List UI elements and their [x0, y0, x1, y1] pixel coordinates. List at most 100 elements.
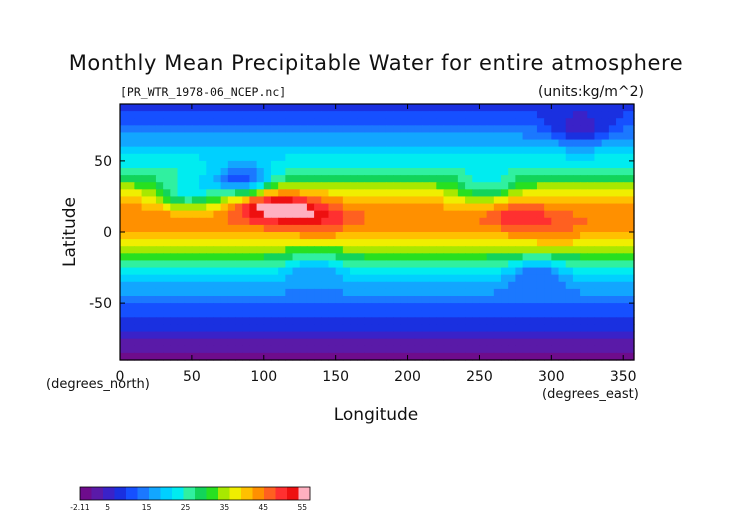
heatmap-cell: [256, 352, 265, 361]
heatmap-cell: [594, 210, 603, 219]
heatmap-cell: [270, 274, 279, 283]
heatmap-cell: [393, 310, 401, 318]
heatmap-cell: [357, 118, 366, 126]
heatmap-cell: [450, 224, 459, 233]
heatmap-cell: [558, 175, 567, 183]
heatmap-cell: [306, 303, 315, 311]
heatmap-cell: [580, 296, 588, 304]
heatmap-cell: [163, 189, 171, 198]
heatmap-cell: [601, 182, 610, 190]
heatmap-cell: [457, 267, 466, 276]
heatmap-cell: [608, 246, 617, 254]
heatmap-cell: [385, 260, 394, 269]
heatmap-cell: [342, 253, 351, 262]
heatmap-cell: [270, 104, 279, 112]
heatmap-cell: [263, 352, 272, 361]
heatmap-cell: [544, 224, 552, 233]
heatmap-cell: [328, 281, 337, 290]
heatmap-cell: [328, 331, 337, 340]
heatmap-cell: [364, 288, 373, 297]
heatmap-cell: [529, 217, 538, 226]
heatmap-cell: [335, 310, 344, 318]
heatmap-cell: [565, 267, 574, 276]
heatmap-cell: [465, 310, 473, 318]
heatmap-cell: [321, 168, 330, 176]
heatmap-cell: [443, 260, 452, 269]
heatmap-cell: [342, 281, 351, 290]
heatmap-cell: [551, 288, 560, 297]
heatmap-cell: [155, 111, 164, 119]
heatmap-cell: [572, 352, 581, 361]
heatmap-cell: [558, 246, 567, 254]
heatmap-cell: [357, 239, 366, 247]
heatmap-cell: [191, 175, 200, 183]
heatmap-cell: [213, 203, 222, 212]
heatmap-cell: [177, 267, 186, 276]
heatmap-cell: [608, 196, 617, 205]
heatmap-cell: [623, 182, 632, 190]
heatmap-cell: [120, 118, 128, 126]
heatmap-cell: [572, 260, 581, 269]
heatmap-cell: [522, 352, 531, 361]
heatmap-cell: [191, 239, 200, 247]
heatmap-cell: [285, 281, 294, 290]
heatmap-cell: [263, 224, 272, 233]
heatmap-cell: [465, 153, 473, 162]
heatmap-cell: [479, 146, 488, 155]
heatmap-cell: [148, 160, 157, 169]
heatmap-cell: [278, 196, 286, 205]
heatmap-cell: [328, 104, 337, 112]
heatmap-cell: [544, 189, 552, 198]
heatmap-cell: [335, 246, 344, 254]
heatmap-cell: [536, 139, 545, 148]
heatmap-cell: [306, 267, 315, 276]
heatmap-cell: [350, 111, 358, 119]
heatmap-cell: [134, 146, 143, 155]
colorbar-swatch: [103, 487, 115, 500]
heatmap-cell: [177, 203, 186, 212]
heatmap-cell: [544, 345, 552, 354]
heatmap-cell: [141, 111, 150, 119]
heatmap-cell: [148, 125, 157, 134]
heatmap-cell: [544, 267, 552, 276]
heatmap-cell: [299, 260, 308, 269]
heatmap-cell: [594, 203, 603, 212]
heatmap-cell: [493, 139, 502, 148]
heatmap-cell: [163, 288, 171, 297]
heatmap-cell: [558, 104, 567, 112]
heatmap-cell: [220, 281, 229, 290]
heatmap-cell: [623, 310, 632, 318]
heatmap-cell: [407, 224, 416, 233]
heatmap-cell: [400, 288, 409, 297]
heatmap-cell: [278, 146, 286, 155]
heatmap-cell: [263, 317, 272, 326]
heatmap-cell: [616, 111, 624, 119]
heatmap-cell: [529, 338, 538, 347]
heatmap-cell: [206, 175, 215, 183]
x-axis: 0 50 100 150 200 250 300 350: [116, 104, 637, 385]
heatmap-cell: [278, 253, 286, 262]
heatmap-cell: [155, 352, 164, 361]
heatmap-cell: [565, 232, 574, 240]
heatmap-cell: [551, 232, 560, 240]
heatmap-cell: [328, 352, 337, 361]
heatmap-cell: [479, 246, 488, 254]
heatmap-cell: [227, 196, 236, 205]
heatmap-cell: [436, 196, 445, 205]
heatmap-cell: [601, 274, 610, 283]
heatmap-cell: [256, 224, 265, 233]
heatmap-cell: [141, 210, 150, 219]
heatmap-cell: [457, 303, 466, 311]
heatmap-cell: [616, 345, 624, 354]
heatmap-cell: [429, 175, 437, 183]
heatmap-cell: [580, 189, 588, 198]
heatmap-cell: [263, 345, 272, 354]
heatmap-cell: [213, 281, 222, 290]
heatmap-cell: [501, 104, 509, 112]
heatmap-cell: [393, 232, 401, 240]
heatmap-cell: [263, 111, 272, 119]
heatmap-cell: [587, 267, 596, 276]
heatmap-cell: [421, 196, 430, 205]
heatmap-cell: [522, 125, 531, 134]
heatmap-cell: [400, 274, 409, 283]
